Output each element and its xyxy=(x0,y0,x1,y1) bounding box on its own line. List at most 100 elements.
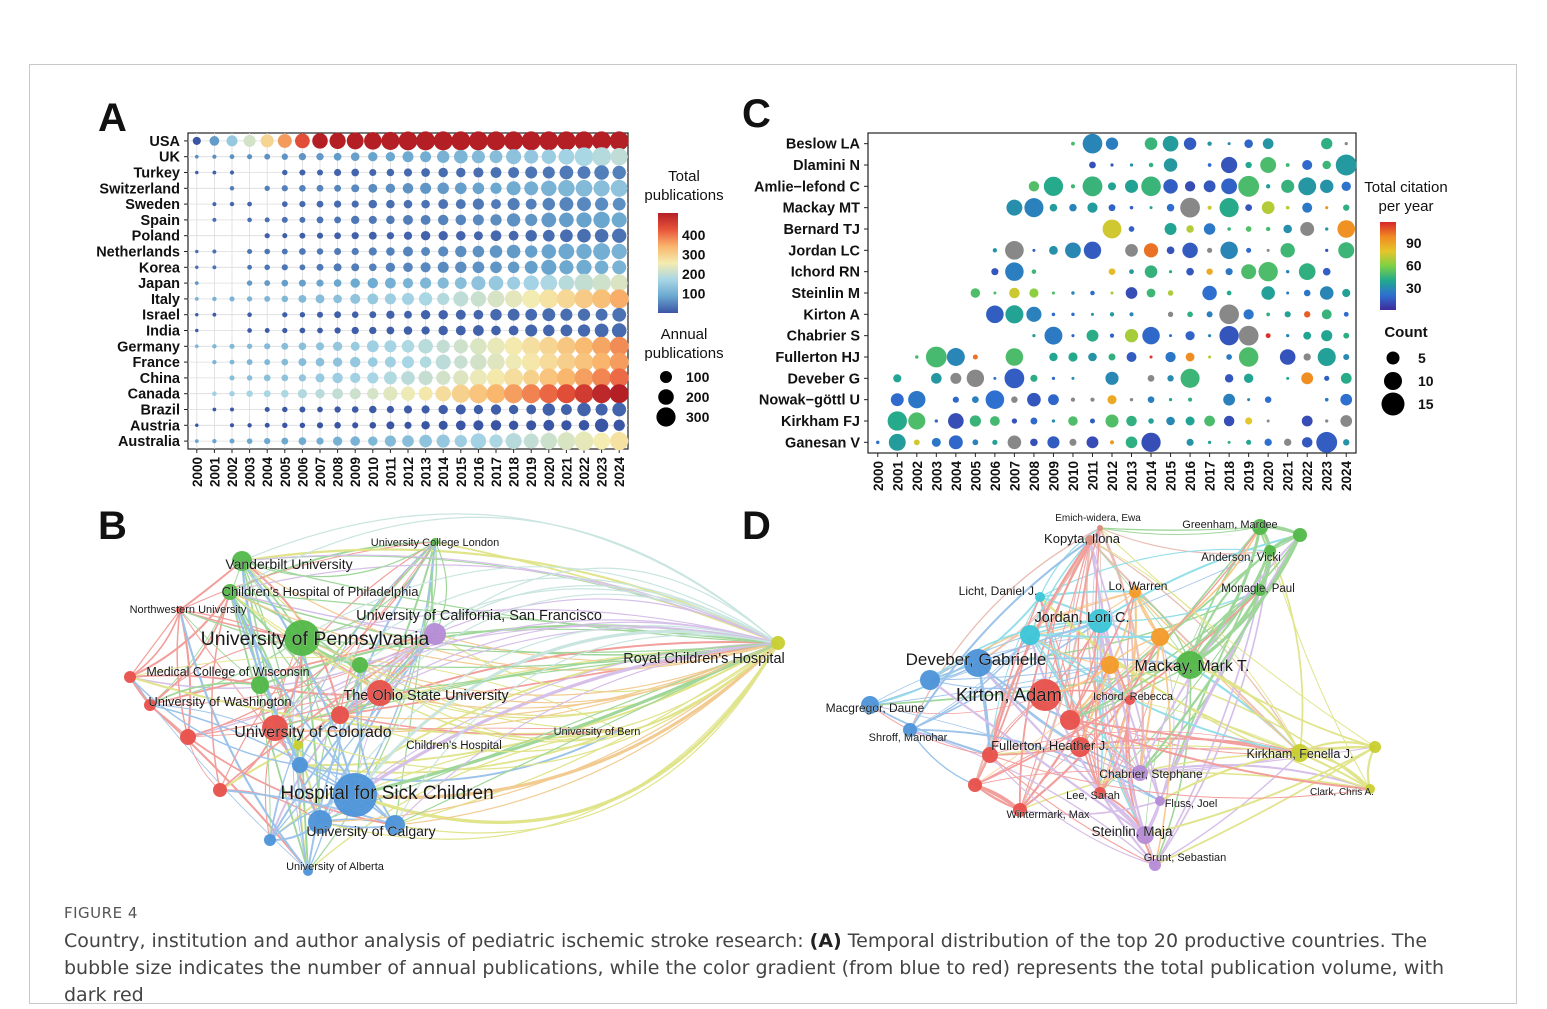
edge xyxy=(241,560,357,796)
bubble xyxy=(490,261,502,274)
bubble xyxy=(437,261,449,273)
bubble xyxy=(246,390,253,397)
size-key xyxy=(1386,351,1400,365)
bubble xyxy=(334,422,341,429)
bubble xyxy=(969,415,981,427)
bubble xyxy=(386,232,395,240)
edge xyxy=(1029,539,1091,636)
figure-caption: Country, institution and author analysis… xyxy=(64,928,1484,1009)
bubble xyxy=(281,153,288,160)
bubble xyxy=(195,249,199,254)
edge xyxy=(1089,539,1301,754)
edge xyxy=(1069,591,1136,721)
bubble xyxy=(368,215,377,224)
bubble xyxy=(1024,198,1044,218)
bubble xyxy=(316,184,324,192)
bubble xyxy=(315,357,325,367)
edge xyxy=(339,642,779,716)
network-node xyxy=(1085,535,1095,545)
bubble xyxy=(420,310,431,320)
bubble xyxy=(1219,325,1239,346)
bubble xyxy=(264,343,271,350)
bubble xyxy=(246,438,253,444)
network-node xyxy=(1252,519,1268,535)
bubble xyxy=(1167,375,1174,382)
bubble xyxy=(486,368,506,388)
edge xyxy=(339,642,779,716)
bubble xyxy=(490,230,502,242)
bubble xyxy=(229,201,235,207)
bubble xyxy=(438,404,448,415)
bubble xyxy=(1303,289,1311,297)
network-node xyxy=(292,757,308,773)
bubble xyxy=(1082,176,1103,197)
bubble xyxy=(451,131,471,151)
bubble xyxy=(594,260,609,275)
bubble xyxy=(334,184,342,192)
edge xyxy=(1129,699,1371,790)
edge xyxy=(394,642,779,834)
bubble xyxy=(473,420,484,431)
year-label: 2021 xyxy=(559,457,574,488)
bubble xyxy=(574,384,594,404)
bubble xyxy=(470,291,487,307)
bubble xyxy=(1180,368,1200,388)
bubble xyxy=(315,342,325,351)
edge xyxy=(301,608,779,644)
bubble xyxy=(612,402,627,417)
edge xyxy=(339,585,779,716)
bubble xyxy=(539,336,559,356)
bubble xyxy=(1243,373,1254,384)
bubble xyxy=(1280,243,1295,258)
bubble xyxy=(334,311,342,319)
bubble xyxy=(1208,334,1212,338)
figure-label: FIGURE 4 xyxy=(64,904,138,922)
bubble xyxy=(435,385,451,402)
institution-label: University of California, San Francisco xyxy=(356,608,602,624)
network-node xyxy=(262,715,288,741)
bubble xyxy=(966,369,985,388)
bubble xyxy=(384,340,397,353)
country-label: Germany xyxy=(117,339,180,355)
edge xyxy=(1029,634,1141,774)
bubble xyxy=(525,230,537,242)
size-key xyxy=(658,389,674,405)
bubble xyxy=(1227,227,1231,231)
edge xyxy=(354,541,436,796)
bubble xyxy=(366,340,379,353)
year-label: 2007 xyxy=(313,457,328,487)
institution-label: The Ohio State University xyxy=(343,688,509,704)
bubble xyxy=(1049,203,1058,212)
edge xyxy=(149,637,303,706)
bubble xyxy=(1325,227,1329,231)
edge xyxy=(129,674,261,686)
bubble xyxy=(1048,394,1059,406)
bubble xyxy=(931,373,942,384)
edge xyxy=(974,634,1031,786)
bubble xyxy=(212,249,217,254)
bubble xyxy=(1105,414,1119,428)
bubble xyxy=(194,281,199,285)
bubble xyxy=(1262,138,1274,150)
edge xyxy=(929,620,1101,681)
bubble xyxy=(1202,285,1217,301)
panel-label-a: A xyxy=(98,96,127,140)
bubble xyxy=(611,323,627,338)
bubble xyxy=(299,312,306,318)
year-label: 2012 xyxy=(1105,461,1120,491)
edge xyxy=(434,598,779,644)
bubble xyxy=(1183,137,1197,150)
bubble xyxy=(229,438,235,444)
bubble xyxy=(1007,435,1022,450)
author-label: Amlie−lefond C xyxy=(754,179,860,195)
bubble xyxy=(506,244,521,259)
bubble xyxy=(1030,417,1038,425)
bubble xyxy=(577,324,591,337)
year-label: 2005 xyxy=(278,457,293,488)
bubble xyxy=(574,352,594,372)
edge xyxy=(187,727,621,738)
bubble xyxy=(611,212,627,228)
bubble xyxy=(351,247,359,256)
bubble xyxy=(247,328,252,333)
bubble xyxy=(574,431,594,451)
